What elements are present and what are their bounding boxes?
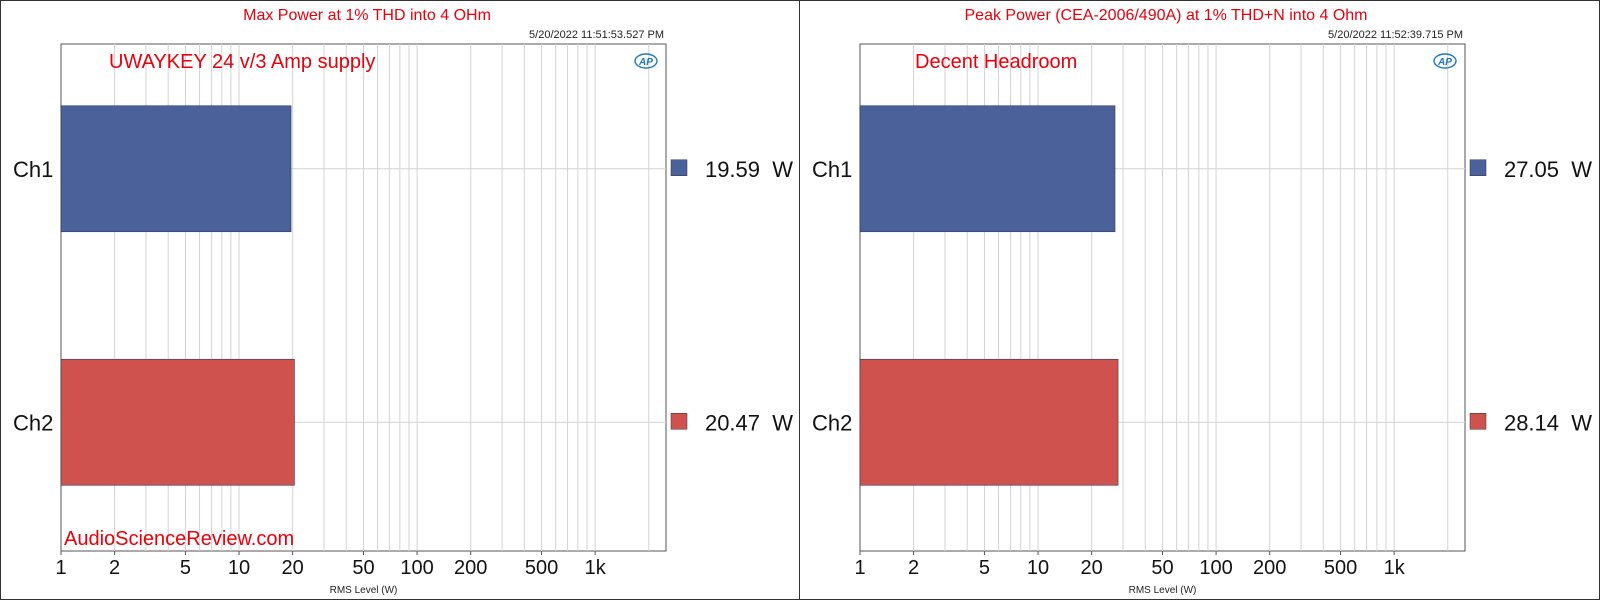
- category-label: Ch2: [812, 410, 852, 435]
- legend-swatch: [670, 159, 688, 176]
- x-tick-label: 10: [228, 557, 250, 579]
- bar-ch2: [60, 358, 295, 486]
- bar-chart-left: Ch1 Ch2 19.59 W 20.47 W 1 2 5 10 20 50 100 200 500 1k…: [13, 7, 793, 596]
- x-tick-label: 50: [352, 557, 374, 579]
- x-tick-label: 500: [1324, 557, 1357, 579]
- x-tick-label: 200: [454, 557, 487, 579]
- x-tick-label: 2: [109, 557, 120, 579]
- x-tick-label: 1: [854, 557, 865, 579]
- category-label: Ch1: [13, 157, 53, 182]
- x-tick-label: 500: [525, 557, 558, 579]
- chart-panel-right: Ch1 Ch2 27.05 W 28.14 W 1 2 5 10 20 50 100 200 500 1k…: [800, 0, 1600, 600]
- x-tick-label: 1: [55, 557, 66, 579]
- logo-text: AP: [1437, 57, 1452, 68]
- bar-ch1: [60, 105, 292, 233]
- x-axis-label: RMS Level (W): [1129, 585, 1197, 596]
- value-label: 19.59 W: [705, 157, 793, 182]
- logo-ring: [1433, 53, 1457, 69]
- logo-text: AP: [638, 57, 653, 68]
- ap-logo-icon: AP: [634, 53, 658, 69]
- bar-ch2: [859, 358, 1119, 486]
- category-label: Ch1: [812, 157, 852, 182]
- x-tick-label: 50: [1151, 557, 1173, 579]
- value-label: 28.14 W: [1504, 410, 1592, 435]
- annotation-text: Decent Headroom: [915, 51, 1077, 73]
- annotation-text: UWAYKEY 24 v/3 Amp supply: [109, 51, 375, 73]
- value-label: 20.47 W: [705, 410, 793, 435]
- ap-logo-icon: AP: [1433, 53, 1457, 69]
- x-tick-label: 5: [180, 557, 191, 579]
- x-axis-label: RMS Level (W): [330, 585, 398, 596]
- logo-ring: [634, 53, 658, 69]
- x-tick-label: 1k: [1384, 557, 1406, 579]
- x-tick-label: 5: [979, 557, 990, 579]
- category-label: Ch2: [13, 410, 53, 435]
- x-tick-label: 1k: [585, 557, 607, 579]
- timestamp: 5/20/2022 11:52:39.715 PM: [1328, 29, 1463, 41]
- legend-swatch: [1469, 159, 1487, 176]
- x-tick-label: 100: [400, 557, 433, 579]
- x-tick-label: 2: [908, 557, 919, 579]
- legend-swatch: [670, 413, 688, 430]
- chart-title: Peak Power (CEA-2006/490A) at 1% THD+N i…: [965, 7, 1368, 24]
- x-tick-label: 100: [1199, 557, 1232, 579]
- chart-panel-left: Ch1 Ch2 19.59 W 20.47 W 1 2 5 10 20 50 100 200 500 1k…: [0, 0, 800, 600]
- x-tick-label: 200: [1253, 557, 1286, 579]
- watermark-text: AudioScienceReview.com: [64, 528, 294, 550]
- bar-ch1: [859, 105, 1116, 233]
- value-label: 27.05 W: [1504, 157, 1592, 182]
- bar-chart-right: Ch1 Ch2 27.05 W 28.14 W 1 2 5 10 20 50 100 200 500 1k…: [812, 7, 1592, 596]
- x-tick-label: 20: [1081, 557, 1103, 579]
- timestamp: 5/20/2022 11:51:53.527 PM: [529, 29, 664, 41]
- legend-swatch: [1469, 413, 1487, 430]
- x-tick-label: 10: [1027, 557, 1049, 579]
- chart-title: Max Power at 1% THD into 4 OHm: [243, 7, 491, 24]
- x-tick-label: 20: [282, 557, 304, 579]
